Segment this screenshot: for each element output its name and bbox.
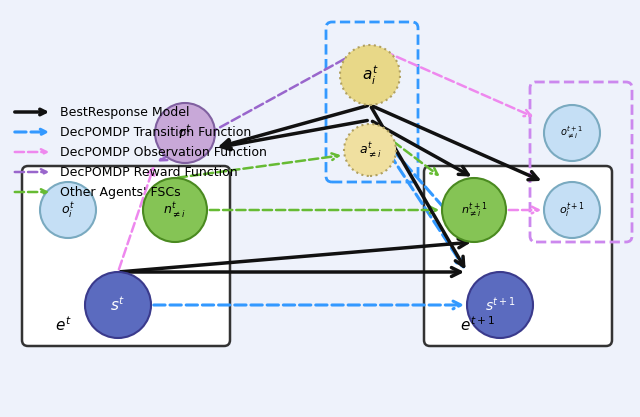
- Text: $r^t$: $r^t$: [178, 124, 192, 142]
- FancyBboxPatch shape: [22, 166, 230, 346]
- Text: $o_{\neq i}^{t+1}$: $o_{\neq i}^{t+1}$: [561, 125, 584, 141]
- Text: DecPOMDP Transition Function: DecPOMDP Transition Function: [60, 126, 252, 138]
- Text: $o_i^t$: $o_i^t$: [61, 201, 75, 220]
- Text: DecPOMDP Reward Function: DecPOMDP Reward Function: [60, 166, 237, 178]
- Text: BestResponse Model: BestResponse Model: [60, 106, 189, 118]
- Text: $s^t$: $s^t$: [111, 296, 125, 314]
- Circle shape: [467, 272, 533, 338]
- Text: $s^{t+1}$: $s^{t+1}$: [484, 296, 515, 314]
- Text: Other Agents' FSCs: Other Agents' FSCs: [60, 186, 180, 198]
- Text: $e^t$: $e^t$: [55, 315, 72, 334]
- Text: $n_{\neq i}^t$: $n_{\neq i}^t$: [163, 200, 186, 220]
- Circle shape: [442, 178, 506, 242]
- Circle shape: [155, 103, 215, 163]
- Circle shape: [85, 272, 151, 338]
- Circle shape: [143, 178, 207, 242]
- Text: $n_{\neq i}^{t+1}$: $n_{\neq i}^{t+1}$: [461, 200, 487, 220]
- Circle shape: [544, 105, 600, 161]
- Circle shape: [40, 182, 96, 238]
- Circle shape: [544, 182, 600, 238]
- Circle shape: [344, 124, 396, 176]
- Circle shape: [340, 45, 400, 105]
- Text: $a_{\neq i}^t$: $a_{\neq i}^t$: [358, 140, 381, 160]
- Text: DecPOMDP Observation Function: DecPOMDP Observation Function: [60, 146, 267, 158]
- Text: $o_i^{t+1}$: $o_i^{t+1}$: [559, 200, 585, 220]
- FancyBboxPatch shape: [424, 166, 612, 346]
- Text: $a_i^t$: $a_i^t$: [362, 63, 378, 87]
- Text: $e^{t+1}$: $e^{t+1}$: [460, 315, 495, 334]
